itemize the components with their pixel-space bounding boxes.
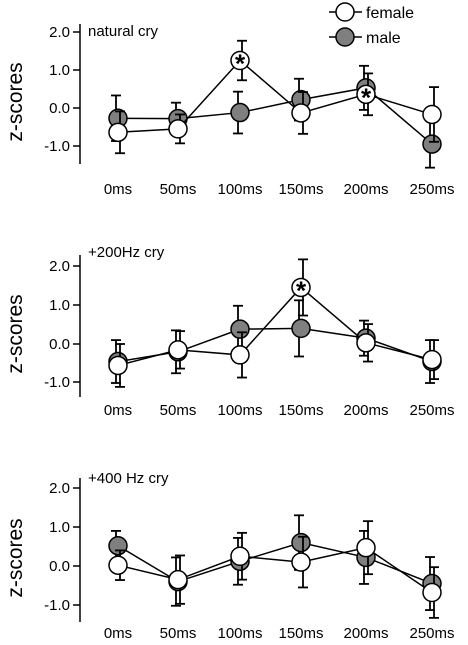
x-tick-label: 100ms xyxy=(217,625,262,642)
legend-male-label: male xyxy=(366,30,401,47)
y-tick-label: 1.0 xyxy=(49,62,70,79)
series-line xyxy=(117,541,433,585)
data-point xyxy=(356,84,376,105)
x-tick-label: 250ms xyxy=(409,625,454,642)
panel-title: +200Hz cry xyxy=(88,244,165,261)
x-tick-label: 50ms xyxy=(160,402,197,419)
legend: female male xyxy=(329,2,414,47)
data-point xyxy=(356,537,376,558)
series-line xyxy=(117,286,433,367)
x-tick-label: 200ms xyxy=(343,625,388,642)
panel-title: +400 Hz cry xyxy=(88,470,169,487)
x-tick-label: 50ms xyxy=(160,181,197,198)
data-point xyxy=(230,546,250,566)
significance-mark: * xyxy=(361,82,372,112)
data-point xyxy=(422,582,442,603)
data-point xyxy=(422,349,442,370)
data-point xyxy=(230,50,250,71)
y-tick-label: -1.0 xyxy=(44,374,70,391)
x-tick-label: 200ms xyxy=(343,181,388,198)
series-line xyxy=(117,59,433,134)
y-tick-label: 0.0 xyxy=(49,100,70,117)
data-point xyxy=(108,555,128,575)
data-point xyxy=(108,122,128,143)
data-point xyxy=(230,102,250,123)
x-tick-label: 0ms xyxy=(104,402,132,419)
y-tick-label: -1.0 xyxy=(44,597,70,614)
series-female xyxy=(108,39,442,155)
series-line xyxy=(117,87,433,145)
y-axis-label: z-scores xyxy=(4,294,27,373)
x-tick-label: 100ms xyxy=(217,181,262,198)
y-tick-label: -1.0 xyxy=(44,138,70,155)
data-point xyxy=(108,355,128,376)
y-tick-label: 2.0 xyxy=(49,24,70,41)
data-point xyxy=(168,569,188,590)
y-axis-label: z-scores xyxy=(4,518,27,597)
data-point xyxy=(422,104,442,125)
panel-title: natural cry xyxy=(88,23,159,40)
y-tick-label: 1.0 xyxy=(49,297,70,314)
y-tick-label: 0.0 xyxy=(49,336,70,353)
data-point xyxy=(230,345,250,365)
x-tick-label: 250ms xyxy=(409,181,454,198)
legend-male-marker xyxy=(335,27,355,47)
x-tick-label: 150ms xyxy=(278,625,323,642)
legend-female-marker xyxy=(335,2,355,22)
x-tick-label: 50ms xyxy=(160,625,197,642)
data-point xyxy=(291,532,311,553)
data-point xyxy=(291,552,311,572)
chart-panel-1: 2.0 1.0 0.0 -1.0 z-scores natural cry 0ms 50ms 1… xyxy=(4,23,455,198)
data-point xyxy=(291,103,311,123)
data-point xyxy=(230,319,250,339)
x-tick-label: 100ms xyxy=(217,402,262,419)
data-point xyxy=(356,333,376,353)
y-tick-label: 2.0 xyxy=(49,480,70,497)
x-tick-label: 150ms xyxy=(278,181,323,198)
series-line xyxy=(117,327,433,363)
data-point xyxy=(168,119,188,139)
chart-panel-2: 2.0 1.0 0.0 -1.0 z-scores +200Hz cry 0ms 50ms 10… xyxy=(4,244,455,419)
significance-mark: * xyxy=(296,275,307,305)
data-point xyxy=(108,535,128,556)
data-point xyxy=(291,277,311,298)
y-tick-label: 2.0 xyxy=(49,258,70,275)
y-tick-label: 1.0 xyxy=(49,519,70,536)
legend-female-label: female xyxy=(366,5,414,22)
y-tick-label: 0.0 xyxy=(49,558,70,575)
series-female xyxy=(108,520,442,619)
significance-mark: * xyxy=(235,49,246,79)
x-tick-label: 0ms xyxy=(104,181,132,198)
series-line xyxy=(117,546,433,594)
series-male xyxy=(108,514,442,611)
x-tick-label: 0ms xyxy=(104,625,132,642)
x-tick-label: 150ms xyxy=(278,402,323,419)
series-female xyxy=(108,258,442,388)
series-male xyxy=(108,64,442,169)
series-male xyxy=(108,299,442,384)
x-tick-label: 200ms xyxy=(343,402,388,419)
data-point xyxy=(168,340,188,360)
chart-panels: 2.0 1.0 0.0 -1.0 z-scores natural cry 0ms 50ms 1… xyxy=(4,23,455,642)
chart-panel-3: 2.0 1.0 0.0 -1.0 z-scores +400 Hz cry 0ms 50ms 1… xyxy=(4,470,455,642)
y-axis-label: z-scores xyxy=(4,62,27,141)
data-point xyxy=(291,318,311,339)
data-point xyxy=(422,134,442,154)
x-tick-label: 250ms xyxy=(409,402,454,419)
